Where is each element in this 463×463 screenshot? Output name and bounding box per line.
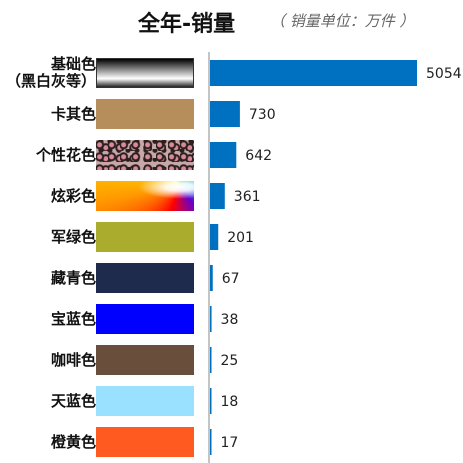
color-swatch: [96, 427, 194, 457]
bar-value-label: 5054: [426, 66, 462, 82]
bar: [210, 183, 225, 209]
color-swatch: [96, 386, 194, 416]
category-label: 军绿色: [50, 227, 96, 246]
bar-value-label: 17: [221, 435, 239, 451]
bar: [210, 429, 212, 455]
bar-value-label: 361: [234, 189, 261, 205]
bar-value-label: 25: [221, 353, 239, 369]
color-swatch: [96, 181, 194, 211]
category-label: 宝蓝色: [50, 309, 96, 328]
category-label: 天蓝色: [50, 391, 96, 410]
bar-value-label: 67: [222, 271, 240, 287]
category-label: 咖啡色: [50, 350, 96, 369]
bar-value-label: 201: [227, 230, 254, 246]
chart-title: 全年-销量: [138, 12, 236, 37]
bar: [210, 142, 237, 168]
bar-value-label: 38: [221, 312, 239, 328]
color-swatch: [96, 58, 194, 88]
category-label: 基础色 （黑白灰等）: [5, 55, 96, 90]
color-swatch: [96, 345, 194, 375]
bar: [210, 224, 219, 250]
bar-value-label: 642: [245, 148, 272, 164]
color-swatch: [96, 140, 194, 170]
category-label: 卡其色: [50, 104, 96, 123]
bar: [210, 306, 212, 332]
color-swatch: [96, 222, 194, 252]
color-swatch: [96, 304, 194, 334]
category-label: 个性花色: [35, 145, 96, 164]
bar: [210, 347, 212, 373]
chart-subtitle: （ 销量单位：万件 ）: [270, 12, 415, 30]
category-label: 橙黄色: [50, 432, 96, 451]
color-swatch: [96, 263, 194, 293]
color-swatch: [96, 99, 194, 129]
bar: [210, 388, 212, 414]
bar-value-label: 18: [221, 394, 239, 410]
category-label: 炫彩色: [50, 186, 96, 205]
bar: [210, 265, 213, 291]
category-label: 藏青色: [50, 268, 96, 287]
bar: [210, 101, 240, 127]
bar: [210, 60, 417, 86]
bar-value-label: 730: [249, 107, 276, 123]
